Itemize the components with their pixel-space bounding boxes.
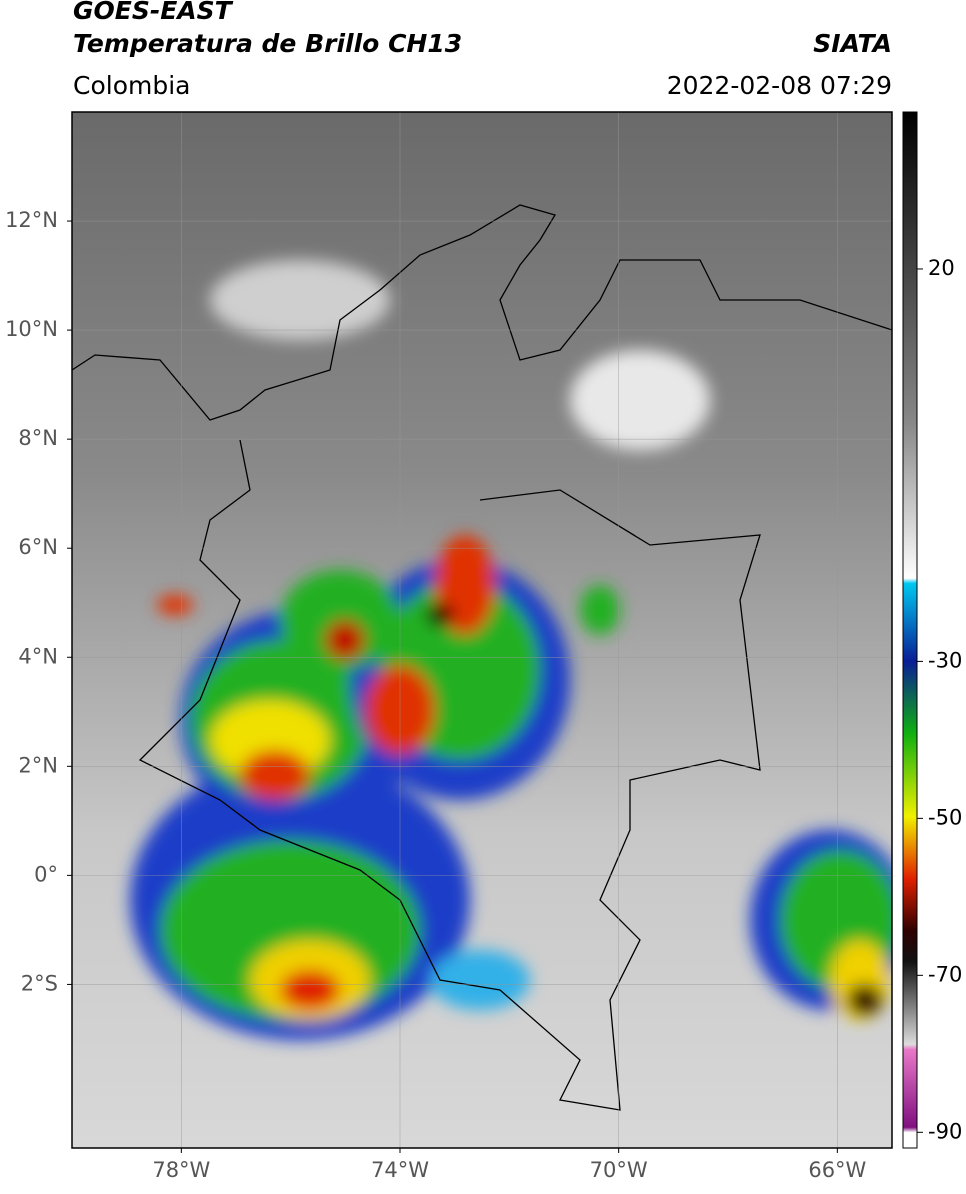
map-image xyxy=(72,112,892,1148)
map-frame xyxy=(71,111,893,1149)
colorbar xyxy=(902,111,918,1149)
colorbar-tick-label: -70 xyxy=(928,962,962,986)
title: GOES-EAST xyxy=(73,0,234,25)
y-tick-label: 2°S xyxy=(21,971,58,995)
x-tick-label: 78°W xyxy=(152,1158,210,1182)
datetime: 2022-02-08 07:29 xyxy=(667,71,892,100)
subtitle: Temperatura de Brillo CH13 xyxy=(73,29,462,58)
y-tick-label: 12°N xyxy=(5,208,58,232)
y-tick-label: 10°N xyxy=(5,317,58,341)
cloud-field xyxy=(130,260,892,1040)
x-tick-label: 70°W xyxy=(590,1158,648,1182)
x-tick-label: 74°W xyxy=(371,1158,429,1182)
y-tick-label: 2°N xyxy=(18,753,58,777)
x-tick-label: 66°W xyxy=(808,1158,866,1182)
y-tick-label: 6°N xyxy=(18,535,58,559)
colorbar-tick-label: -50 xyxy=(928,805,962,829)
colorbar-tick-label: -90 xyxy=(928,1119,962,1143)
y-tick-label: 8°N xyxy=(18,426,58,450)
grid xyxy=(72,112,892,1148)
y-tick-label: 4°N xyxy=(18,644,58,668)
region: Colombia xyxy=(73,71,190,100)
y-tick-label: 0° xyxy=(34,862,58,886)
source: SIATA xyxy=(813,29,892,58)
colorbar-tick-label: -30 xyxy=(928,648,962,672)
borders xyxy=(72,204,892,1111)
colorbar-tick-label: 20 xyxy=(928,256,955,280)
